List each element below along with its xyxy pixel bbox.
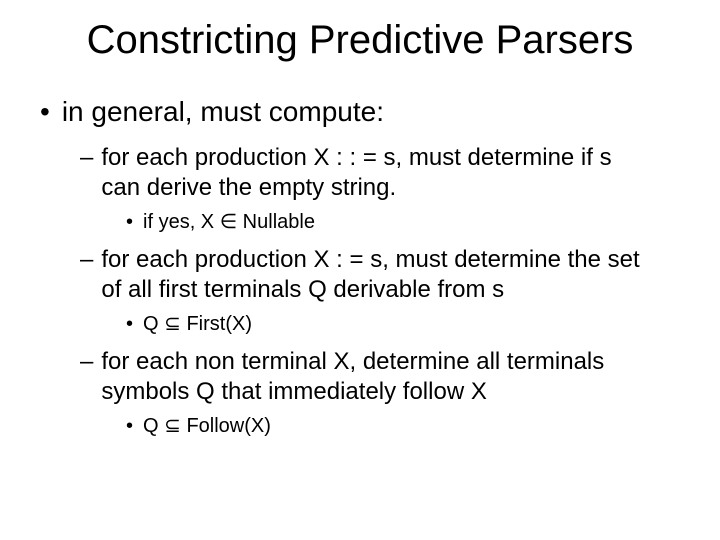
slide-title: Constricting Predictive Parsers [30,18,690,63]
bullet-level2-item1: – for each production X : : = s, must de… [80,143,650,203]
level1-text: in general, must compute: [62,95,384,129]
bullet-level1: • in general, must compute: [40,95,690,129]
level3-text: Q ⊆ First(X) [143,311,690,337]
bullet-dash-icon: – [80,245,93,275]
level2-text: for each production X : : = s, must dete… [101,143,650,203]
bullet-dot-icon: • [126,311,133,337]
bullet-dot-icon: • [40,95,50,129]
bullet-level3-item2: • Q ⊆ First(X) [126,311,690,337]
bullet-dash-icon: – [80,143,93,173]
bullet-dot-icon: • [126,209,133,235]
level3-text: Q ⊆ Follow(X) [143,413,690,439]
level3-text: if yes, X ∈ Nullable [143,209,690,235]
bullet-level3-item1: • if yes, X ∈ Nullable [126,209,690,235]
slide: Constricting Predictive Parsers • in gen… [0,0,720,540]
bullet-level3-item3: • Q ⊆ Follow(X) [126,413,690,439]
bullet-level2-item2: – for each production X : = s, must dete… [80,245,650,305]
level2-text: for each production X : = s, must determ… [101,245,650,305]
bullet-dash-icon: – [80,347,93,377]
bullet-level2-item3: – for each non terminal X, determine all… [80,347,650,407]
bullet-dot-icon: • [126,413,133,439]
level2-text: for each non terminal X, determine all t… [101,347,650,407]
